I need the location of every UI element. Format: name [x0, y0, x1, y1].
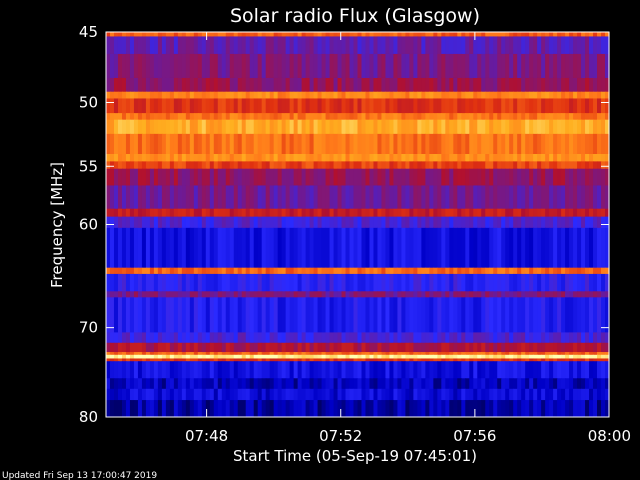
frequency-band: [106, 154, 610, 162]
spectrogram-plot: [106, 32, 610, 418]
frequency-band: [106, 352, 610, 356]
frequency-band: [106, 53, 610, 79]
frequency-band: [106, 77, 610, 93]
updated-footer: Updated Fri Sep 13 17:00:47 2019: [2, 471, 157, 480]
frequency-band: [106, 133, 610, 155]
frequency-band: [106, 36, 610, 55]
frequency-band: [106, 332, 610, 344]
x-tick-label: 07:48: [185, 427, 228, 445]
x-tick-label: 07:52: [319, 427, 362, 445]
frequency-band: [106, 361, 610, 379]
frequency-band: [106, 267, 610, 275]
frequency-band: [106, 216, 610, 229]
y-tick-label: 45: [79, 23, 98, 41]
frequency-band: [106, 98, 610, 114]
frequency-band: [106, 227, 610, 269]
y-tick-label: 55: [79, 157, 98, 175]
frequency-band: [106, 400, 610, 418]
axis-ticks: 45 50 55 60 70 80 07:48 07:52 07:56 08:00: [79, 23, 631, 445]
frequency-band: [106, 161, 610, 170]
frequency-band: [106, 388, 610, 401]
y-tick-label: 80: [79, 408, 98, 426]
x-tick-label: 07:56: [453, 427, 496, 445]
chart-title: Solar radio Flux (Glasgow): [230, 5, 480, 27]
frequency-band: [106, 113, 610, 121]
y-axis-label: Frequency [MHz]: [48, 162, 66, 288]
frequency-band: [106, 168, 610, 186]
frequency-band: [106, 32, 610, 37]
frequency-band: [106, 297, 610, 333]
y-tick-label: 70: [79, 319, 98, 337]
frequency-band: [106, 342, 610, 353]
frequency-band: [106, 378, 610, 390]
frequency-band: [106, 358, 610, 362]
frequency-band: [106, 354, 610, 359]
y-tick-label: 50: [79, 94, 98, 112]
x-axis-label: Start Time (05-Sep-19 07:45:01): [233, 447, 477, 465]
frequency-band: [106, 185, 610, 210]
frequency-band: [106, 208, 610, 218]
frequency-band: [106, 291, 610, 298]
frequency-band: [106, 91, 610, 99]
x-tick-label: 08:00: [588, 427, 631, 445]
frequency-band: [106, 119, 610, 135]
frequency-band: [106, 273, 610, 292]
y-tick-label: 60: [79, 216, 98, 234]
